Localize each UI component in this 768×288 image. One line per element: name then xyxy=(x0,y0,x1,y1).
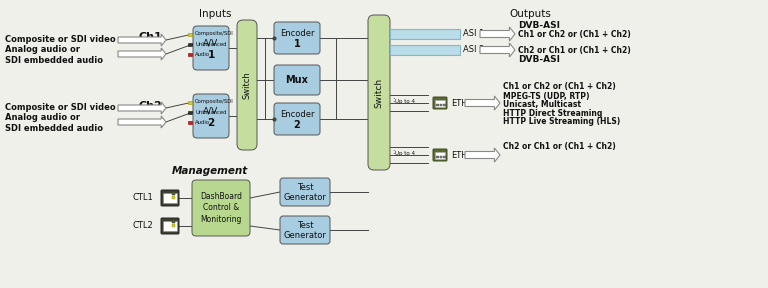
Text: ASI 1: ASI 1 xyxy=(463,29,485,39)
Text: Analog audio or
SDI embedded audio: Analog audio or SDI embedded audio xyxy=(5,45,103,65)
Text: Ch1 or Ch2 or (Ch1 + Ch2): Ch1 or Ch2 or (Ch1 + Ch2) xyxy=(518,31,631,39)
FancyBboxPatch shape xyxy=(280,178,330,206)
Text: Switch: Switch xyxy=(375,77,383,107)
Text: Ch2 or Ch1 or (Ch1 + Ch2): Ch2 or Ch1 or (Ch1 + Ch2) xyxy=(518,46,631,56)
Bar xyxy=(439,156,442,158)
Bar xyxy=(436,104,439,106)
Text: Analog audio or
SDI embedded audio: Analog audio or SDI embedded audio xyxy=(5,113,103,133)
Text: DashBoard: DashBoard xyxy=(200,192,242,201)
Bar xyxy=(172,196,175,199)
Text: DVB-ASI: DVB-ASI xyxy=(518,56,560,65)
Text: :: : xyxy=(392,149,395,155)
FancyBboxPatch shape xyxy=(280,216,330,244)
Bar xyxy=(163,221,177,231)
FancyBboxPatch shape xyxy=(274,65,320,95)
Text: HTTP Live Streaming (HLS): HTTP Live Streaming (HLS) xyxy=(503,117,621,126)
Bar xyxy=(443,156,445,158)
Text: Ch2: Ch2 xyxy=(138,101,162,111)
Polygon shape xyxy=(480,43,515,57)
Text: Composite/SDI: Composite/SDI xyxy=(195,99,233,105)
Bar xyxy=(435,100,445,107)
Text: Test: Test xyxy=(296,221,313,230)
FancyBboxPatch shape xyxy=(161,218,179,234)
Text: 2: 2 xyxy=(293,120,300,130)
Text: Unicast, Multicast: Unicast, Multicast xyxy=(503,101,581,109)
Text: Ch1 or Ch2 or (Ch1 + Ch2): Ch1 or Ch2 or (Ch1 + Ch2) xyxy=(503,82,616,92)
Text: Control &: Control & xyxy=(203,204,239,213)
Text: Composite or SDI video: Composite or SDI video xyxy=(5,103,116,113)
Text: CTL2: CTL2 xyxy=(132,221,153,230)
Text: Inputs: Inputs xyxy=(199,9,231,19)
Text: HTTP Direct Streaming: HTTP Direct Streaming xyxy=(503,109,602,118)
Bar xyxy=(188,33,192,35)
Text: Unbalanced: Unbalanced xyxy=(195,109,227,115)
Bar xyxy=(163,193,177,203)
Bar xyxy=(172,192,175,195)
Text: 1: 1 xyxy=(293,39,300,49)
Text: DVB-ASI: DVB-ASI xyxy=(518,20,560,29)
Text: Switch: Switch xyxy=(243,71,251,99)
Text: 2: 2 xyxy=(207,118,214,128)
Polygon shape xyxy=(465,96,500,110)
Bar xyxy=(390,45,460,55)
Text: CTL1: CTL1 xyxy=(132,194,153,202)
Bar xyxy=(188,101,192,103)
Bar xyxy=(435,152,445,159)
Text: Composite or SDI video: Composite or SDI video xyxy=(5,35,116,45)
Text: Composite/SDI: Composite/SDI xyxy=(195,31,233,37)
Text: Outputs: Outputs xyxy=(509,9,551,19)
Bar xyxy=(188,120,192,124)
Text: Encoder: Encoder xyxy=(280,110,314,119)
FancyBboxPatch shape xyxy=(193,94,229,138)
Text: ETH2: ETH2 xyxy=(451,151,473,160)
FancyBboxPatch shape xyxy=(192,180,250,236)
Text: Management: Management xyxy=(172,166,248,176)
Text: ETH1: ETH1 xyxy=(451,98,473,107)
Text: :: : xyxy=(392,97,395,103)
Text: Generator: Generator xyxy=(283,193,326,202)
Polygon shape xyxy=(118,48,166,60)
Polygon shape xyxy=(118,116,166,128)
Bar xyxy=(172,220,175,223)
FancyBboxPatch shape xyxy=(274,22,320,54)
FancyBboxPatch shape xyxy=(237,20,257,150)
Text: MPEG-TS (UDP, RTP): MPEG-TS (UDP, RTP) xyxy=(503,92,590,101)
Text: Generator: Generator xyxy=(283,230,326,240)
Polygon shape xyxy=(118,102,166,114)
Bar xyxy=(436,156,439,158)
Bar xyxy=(443,104,445,106)
Text: Unbalanced: Unbalanced xyxy=(195,41,227,46)
Text: Encoder: Encoder xyxy=(280,29,314,38)
Text: Up to 4: Up to 4 xyxy=(395,98,415,103)
Polygon shape xyxy=(480,27,515,41)
Text: Mux: Mux xyxy=(286,75,309,85)
Text: A/V: A/V xyxy=(204,38,219,47)
FancyBboxPatch shape xyxy=(193,26,229,70)
FancyBboxPatch shape xyxy=(433,97,447,109)
Bar xyxy=(390,29,460,39)
Text: ASI 2: ASI 2 xyxy=(463,46,485,54)
Bar xyxy=(188,43,192,46)
Bar xyxy=(188,111,192,113)
Text: 1: 1 xyxy=(207,50,214,60)
Bar xyxy=(188,52,192,56)
Polygon shape xyxy=(465,148,500,162)
FancyBboxPatch shape xyxy=(161,190,179,206)
Bar xyxy=(172,224,175,227)
FancyBboxPatch shape xyxy=(274,103,320,135)
Text: Monitoring: Monitoring xyxy=(200,215,242,224)
Text: Audio: Audio xyxy=(195,120,210,124)
Bar xyxy=(439,104,442,106)
Text: Ch1: Ch1 xyxy=(138,32,162,42)
FancyBboxPatch shape xyxy=(433,149,447,161)
Polygon shape xyxy=(118,34,166,46)
Text: Test: Test xyxy=(296,183,313,192)
Text: Audio: Audio xyxy=(195,52,210,56)
FancyBboxPatch shape xyxy=(368,15,390,170)
Text: Ch2 or Ch1 or (Ch1 + Ch2): Ch2 or Ch1 or (Ch1 + Ch2) xyxy=(503,141,616,151)
Text: A/V: A/V xyxy=(204,106,219,115)
Text: Up to 4: Up to 4 xyxy=(395,151,415,156)
